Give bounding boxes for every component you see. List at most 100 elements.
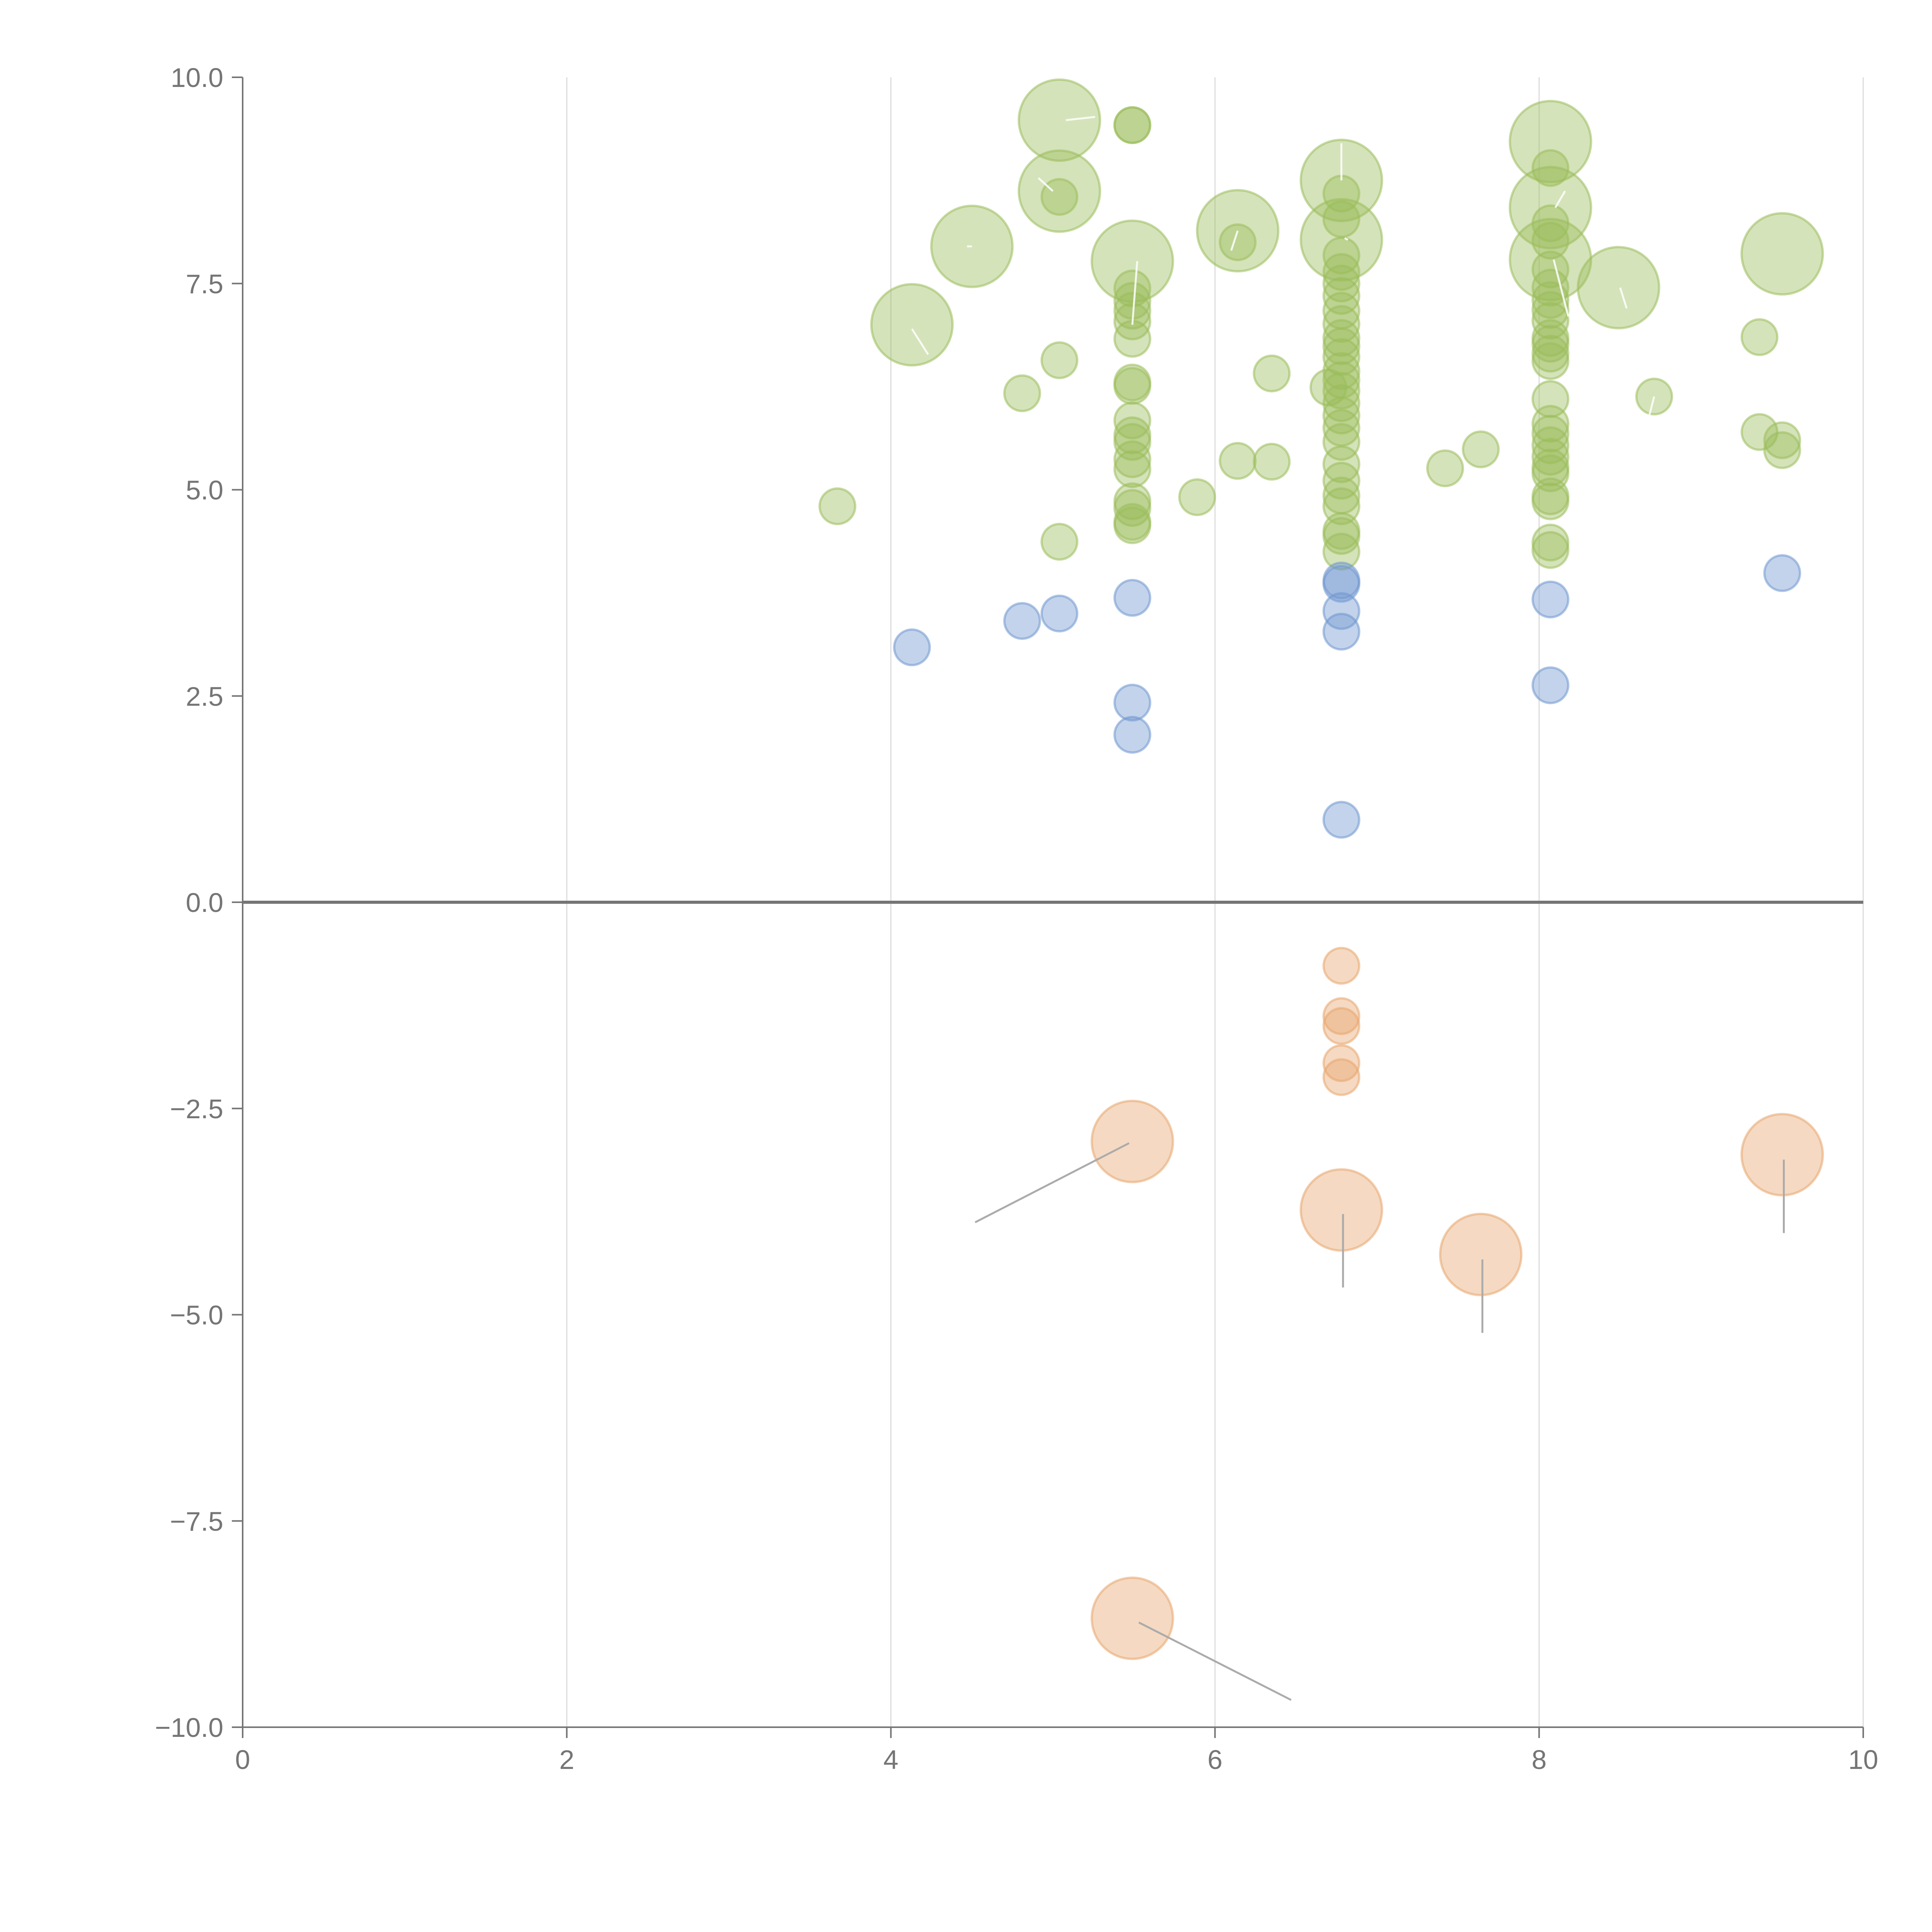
bubble-point — [1740, 1113, 1824, 1197]
bubble-point — [1322, 565, 1361, 603]
bubble-point — [1531, 342, 1570, 380]
bubble-point — [1322, 592, 1361, 630]
bubble-point — [1439, 1213, 1523, 1296]
bubble-point — [1531, 291, 1570, 329]
bubble-point — [1509, 218, 1592, 301]
leader-line — [1230, 230, 1239, 251]
bubble-point — [1040, 341, 1078, 379]
bubble-point — [1113, 579, 1151, 617]
bubble-point — [1003, 602, 1041, 640]
leader-line — [1131, 261, 1138, 325]
bubble-point — [1299, 198, 1383, 282]
x-tick-label: 2 — [559, 1745, 574, 1775]
bubbles — [818, 78, 1824, 1660]
bubble-point — [1322, 236, 1361, 275]
bubble-point — [818, 487, 857, 526]
bubble-point — [1322, 517, 1361, 555]
bubble-point — [1090, 1100, 1174, 1184]
leader-line — [975, 1142, 1130, 1223]
bubble-point — [893, 628, 931, 667]
bubble-point — [1531, 482, 1570, 520]
leader-line — [1648, 396, 1655, 416]
bubble-point — [1003, 374, 1041, 412]
bubble-point — [1322, 612, 1361, 651]
bubble-point — [1090, 219, 1174, 303]
bubble-point — [1113, 106, 1151, 144]
bubble-point — [1763, 431, 1801, 469]
bubble-point — [1253, 442, 1291, 481]
leader-line — [1554, 190, 1566, 208]
bubble-point — [1740, 318, 1779, 356]
bubble-point — [1178, 478, 1216, 516]
y-tick-label: −2.5 — [170, 1094, 223, 1124]
bubble-point — [1040, 594, 1078, 633]
bubble-point — [1531, 281, 1570, 319]
y-tick-label: −10.0 — [155, 1713, 223, 1743]
bubble-point — [1740, 212, 1824, 296]
bubble-point — [1113, 506, 1151, 544]
bubble-point — [1113, 716, 1151, 754]
bubble-point — [1322, 319, 1361, 357]
bubble-point — [1322, 997, 1361, 1035]
bubble-point — [1531, 149, 1570, 187]
leader-line — [1553, 259, 1570, 317]
bubble-point — [1531, 438, 1570, 476]
x-tick-label: 6 — [1208, 1745, 1223, 1775]
bubble-point — [1531, 666, 1570, 704]
bubble-point — [1531, 580, 1570, 619]
y-tick-label: −7.5 — [170, 1506, 223, 1536]
leader-line — [1037, 177, 1054, 192]
bubble-point — [1763, 421, 1801, 459]
tick-labels: 0 2 4 6 8 10 10.0 7.5 5.0 2.5 0.0 −2.5 −5.0 −7.5 −10.0 — [155, 63, 1878, 1775]
x-tick-label: 0 — [235, 1745, 250, 1775]
bubble-point — [1322, 947, 1361, 985]
bubble-point — [1509, 100, 1592, 184]
bubble-point — [1113, 269, 1151, 308]
bubble-point — [1322, 801, 1361, 839]
bubble-point — [1763, 554, 1801, 592]
leader-line — [1619, 287, 1628, 309]
y-tick-label: 5.0 — [186, 475, 223, 505]
bubble-point — [1322, 532, 1361, 571]
bubble-point — [1219, 223, 1257, 261]
bubble-point — [1113, 684, 1151, 722]
bubble-point — [1113, 320, 1151, 358]
bubble-point — [1531, 531, 1570, 569]
bubble-point — [1113, 450, 1151, 488]
leader-line — [1138, 1621, 1292, 1701]
y-tick-label: 2.5 — [186, 681, 223, 711]
x-tick-label: 8 — [1532, 1745, 1547, 1775]
y-tick-label: 10.0 — [171, 63, 223, 93]
x-tick-label: 4 — [883, 1745, 898, 1775]
y-tick-label: 7.5 — [186, 269, 223, 299]
bubble-point — [1322, 200, 1361, 238]
bubble-point — [1113, 401, 1151, 440]
x-tick-label: 10 — [1848, 1745, 1878, 1775]
bubble-point — [1322, 423, 1361, 461]
leader-line — [1344, 237, 1349, 241]
bubble-point — [1219, 442, 1257, 480]
bubble-point — [1322, 305, 1361, 343]
bubble-point — [1090, 1577, 1174, 1660]
leader-line — [911, 328, 929, 355]
bubble-point — [1531, 405, 1570, 443]
bubble-point — [1509, 166, 1592, 250]
bubble-point — [1040, 523, 1078, 561]
bubble-point — [1113, 440, 1151, 478]
y-tick-label: −5.0 — [170, 1300, 223, 1330]
bubble-point — [1017, 78, 1101, 162]
bubble-point — [1426, 449, 1464, 487]
bubble-point — [1322, 396, 1361, 435]
leader-line — [1066, 116, 1095, 121]
y-tick-label: 0.0 — [186, 888, 223, 918]
bubble-point — [870, 283, 954, 367]
bubble-point — [1322, 1044, 1361, 1082]
bubble-point — [1322, 1007, 1361, 1045]
bubble-point — [1299, 1168, 1383, 1252]
annotation-leaders — [911, 116, 1785, 1701]
bubble-point — [1577, 246, 1660, 330]
bubble-point — [1322, 445, 1361, 483]
bubble-point — [1462, 430, 1500, 468]
bubble-point — [1531, 426, 1570, 464]
bubble-point — [1113, 367, 1151, 405]
